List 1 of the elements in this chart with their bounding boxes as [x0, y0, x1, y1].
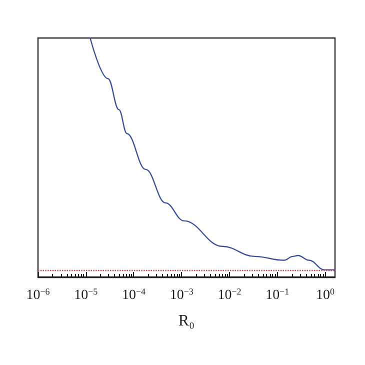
x-axis-title: R₀ [178, 312, 195, 330]
